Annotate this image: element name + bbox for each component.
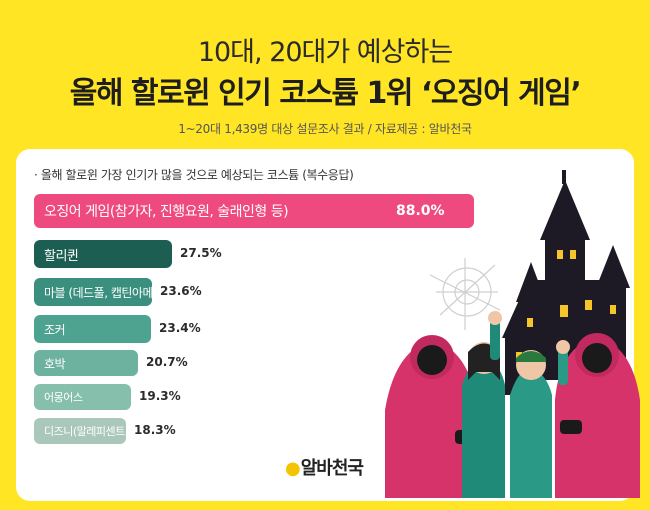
bar-5: 호박 <box>34 350 138 376</box>
title-line-2: 올해 할로윈 인기 코스튬 1위 ‘오징어 게임’ <box>69 76 582 111</box>
bar-label: 어몽어스 <box>44 391 83 404</box>
bar-3: 마블 (데드풀, 캡틴아메리카, 토르 등) <box>34 278 152 306</box>
title-line-1: 10대, 20대가 예상하는 <box>197 37 453 68</box>
bar-value-label: 88.0% <box>396 203 445 219</box>
bar-value-label: 19.3% <box>139 389 181 403</box>
bar-label: 마블 (데드풀, 캡틴아메리카, 토르 등) <box>44 285 152 300</box>
bar-value-label: 27.5% <box>180 246 222 260</box>
logo: ●알바천국 <box>285 458 364 479</box>
bar-label: 호박 <box>44 356 66 371</box>
subtitle: 1~20대 1,439명 대상 설문조사 결과 / 자료제공 : 알바천국 <box>178 122 472 136</box>
chart-note: · 올해 할로윈 가장 인기가 많을 것으로 예상되는 코스튬 (복수응답) <box>34 168 354 182</box>
bar-value-label: 23.6% <box>160 284 202 298</box>
bar-value-label: 20.7% <box>146 355 188 369</box>
bar-value-label: 23.4% <box>159 321 201 335</box>
bar-label: 할리퀸 <box>44 248 79 264</box>
bar-7: 디즈니(말레피센트, 겨울왕국 등) <box>34 418 126 444</box>
bar-label: 오징어 게임(참가자, 진행요원, 술래인형 등) <box>44 204 289 220</box>
bar-6: 어몽어스 <box>34 384 131 410</box>
bar-label: 조커 <box>44 322 66 337</box>
bar-4: 조커 <box>34 315 151 343</box>
bar-2: 할리퀸 <box>34 240 172 268</box>
bar-label: 디즈니(말레피센트, 겨울왕국 등) <box>44 425 126 438</box>
bar-1: 오징어 게임(참가자, 진행요원, 술래인형 등) <box>34 194 474 228</box>
bar-value-label: 18.3% <box>134 423 176 437</box>
logo-mark-icon: ● <box>285 458 301 479</box>
